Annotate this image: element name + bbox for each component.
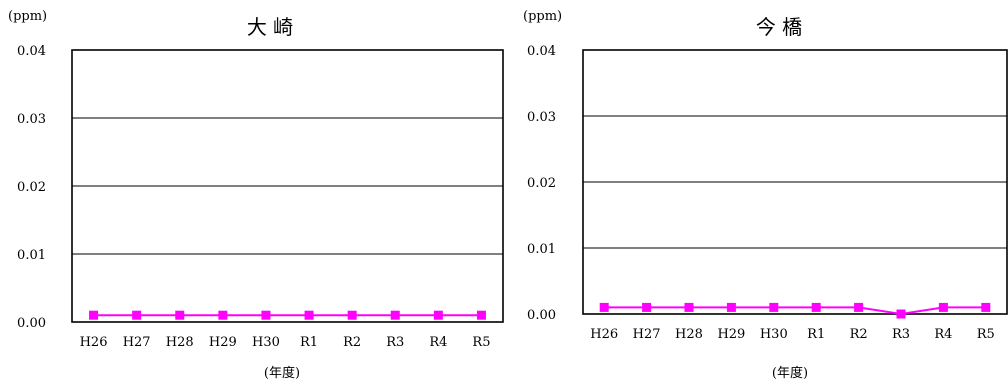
x-tick-label: R3 (386, 335, 404, 350)
data-point (811, 302, 821, 312)
y-tick-label: 0.00 (527, 308, 556, 323)
data-point (261, 310, 271, 320)
x-tick-label: R5 (977, 327, 995, 342)
y-tick-label: 0.00 (17, 316, 46, 331)
data-point (304, 310, 314, 320)
data-point (642, 302, 652, 312)
x-axis-label: (年度) (264, 365, 300, 381)
data-point (175, 310, 185, 320)
y-tick-label: 0.03 (527, 110, 556, 125)
data-point (896, 309, 906, 319)
x-tick-label: H26 (80, 335, 108, 350)
x-tick-label: H27 (633, 327, 661, 342)
x-tick-label: R5 (472, 335, 490, 350)
data-point (476, 310, 486, 320)
y-tick-label: 0.03 (17, 112, 46, 127)
x-axis-label: (年度) (772, 365, 808, 381)
data-point (938, 302, 948, 312)
plot-frame (71, 49, 504, 323)
data-point (599, 302, 609, 312)
chart-title: 今 橋 (756, 15, 802, 39)
chart-panel-osaki: (ppm) 大 崎 (年度) 0.00 0.01 0.02 0.03 0.04 H26 H2… (8, 9, 504, 381)
y-tick-label: 0.01 (17, 248, 46, 263)
data-point (433, 310, 443, 320)
y-tick-label: 0.04 (17, 44, 46, 59)
plot-frame (582, 49, 1008, 315)
y-tick-label: 0.01 (527, 242, 556, 257)
data-point (132, 310, 142, 320)
x-tick-label: H30 (252, 335, 280, 350)
x-tick-label: H29 (717, 327, 745, 342)
data-point (89, 310, 99, 320)
x-tick-label: R2 (343, 335, 361, 350)
plot-area: 0.00 0.01 0.02 0.03 0.04 H26 H27 H28 H29 H30 R1 R2 R… (17, 44, 504, 350)
x-tick-label: R1 (300, 335, 318, 350)
y-tick-label: 0.02 (17, 180, 46, 195)
data-point (854, 302, 864, 312)
y-unit-label: (ppm) (523, 9, 562, 24)
x-tick-label: H28 (675, 327, 703, 342)
data-point (769, 302, 779, 312)
x-tick-label: H27 (123, 335, 151, 350)
y-tick-label: 0.04 (527, 44, 556, 59)
y-tick-label: 0.02 (527, 176, 556, 191)
x-tick-label: R1 (807, 327, 825, 342)
x-tick-label: R4 (429, 335, 447, 350)
x-tick-label: H29 (209, 335, 237, 350)
plot-area: 0.00 0.01 0.02 0.03 0.04 H26 H27 H28 H29 H30 R1 R2 R… (527, 44, 1008, 342)
chart-title: 大 崎 (247, 15, 293, 39)
x-tick-label: H30 (760, 327, 788, 342)
data-point (390, 310, 400, 320)
data-point (981, 302, 991, 312)
x-tick-label: H28 (166, 335, 194, 350)
x-tick-label: H26 (590, 327, 618, 342)
data-point (684, 302, 694, 312)
data-point (218, 310, 228, 320)
chart-panel-imabashi: (ppm) 今 橋 (年度) 0.00 0.01 0.02 0.03 0.04 H26 H2… (523, 9, 1008, 381)
y-unit-label: (ppm) (8, 9, 47, 24)
data-point (347, 310, 357, 320)
x-tick-label: R3 (892, 327, 910, 342)
data-point (726, 302, 736, 312)
x-tick-label: R2 (850, 327, 868, 342)
x-tick-label: R4 (934, 327, 952, 342)
series-line (604, 306, 986, 316)
